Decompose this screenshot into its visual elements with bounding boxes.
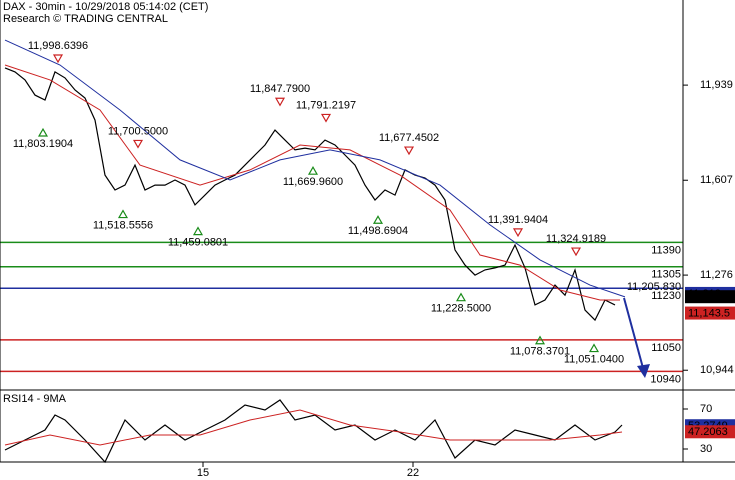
y-tick-label: 10,944 (700, 364, 734, 376)
high-marker (320, 113, 332, 123)
high-label: 11,847.7900 (250, 83, 310, 95)
y-tick-label: 11,939 (700, 79, 733, 91)
low-label: 11,669.9600 (283, 176, 343, 188)
rsi-title: RSI14 - 9MA (3, 393, 67, 405)
price-label: 11,205.830 (627, 281, 681, 293)
x-tick-label: 22 (407, 467, 419, 479)
current-value-label: 47.2063 (688, 426, 728, 438)
rsi-panel: 7030703053.274947.2063 (4, 392, 735, 464)
series-line (4, 39, 626, 298)
low-marker (534, 335, 546, 345)
low-label: 11,051.0400 (564, 353, 624, 365)
low-marker (192, 226, 204, 236)
low-label: 11,078.3701 (510, 346, 570, 358)
low-label: 11,803.1904 (13, 138, 73, 150)
high-marker (512, 228, 524, 238)
high-label: 11,677.4502 (379, 132, 439, 144)
y-tick-label: 30 (700, 443, 712, 455)
current-value-label: 11,143.5 (688, 307, 730, 319)
y-tick-label: 11,276 (700, 269, 733, 281)
price-panel: 11,93911,60711,27610,9441139011305112301… (0, 0, 735, 390)
current-value-box (685, 290, 735, 304)
forecast-arrow (623, 297, 644, 369)
low-label: 11,228.5000 (431, 303, 491, 315)
high-label: 11,700.5000 (108, 125, 168, 137)
level-label: 11230 (651, 290, 681, 302)
high-label: 11,324.9189 (546, 233, 606, 245)
low-label: 11,459.0801 (168, 237, 228, 249)
low-marker (588, 343, 600, 353)
forecast-arrowhead (637, 364, 650, 378)
high-label: 11,391.9404 (488, 214, 548, 226)
chart-title: DAX - 30min - 10/29/2018 05:14:02 (CET) (3, 1, 208, 13)
chart-subtitle: Research © TRADING CENTRAL (3, 13, 168, 25)
low-marker (37, 127, 49, 137)
current-value-box (685, 425, 735, 439)
high-marker (274, 97, 286, 107)
series-line (4, 399, 623, 464)
high-label: 11,791.2197 (296, 99, 356, 111)
series-line (4, 67, 616, 322)
series-line (4, 64, 620, 301)
current-value-box (685, 306, 735, 320)
low-marker (372, 215, 384, 224)
series-line (4, 409, 623, 446)
y-tick-label: 70 (700, 403, 712, 415)
high-marker (52, 54, 64, 64)
high-marker (403, 146, 415, 156)
level-label: 10940 (650, 373, 681, 385)
level-label: 11305 (651, 269, 681, 281)
right-axis-bg (683, 0, 735, 390)
low-marker (307, 165, 319, 175)
x-tick-label: 15 (197, 467, 209, 479)
low-label: 11,498.6904 (348, 225, 408, 237)
low-marker (455, 292, 467, 302)
low-label: 11,518.5556 (93, 219, 153, 231)
high-marker (132, 139, 144, 149)
high-label: 11,998.6396 (28, 40, 88, 52)
current-value-label: 11,200.6 (688, 291, 730, 303)
level-label: 11050 (651, 342, 681, 354)
y-tick-label: 11,607 (700, 174, 733, 186)
level-label: 11390 (651, 244, 681, 256)
low-marker (117, 209, 129, 219)
high-marker (570, 247, 582, 257)
